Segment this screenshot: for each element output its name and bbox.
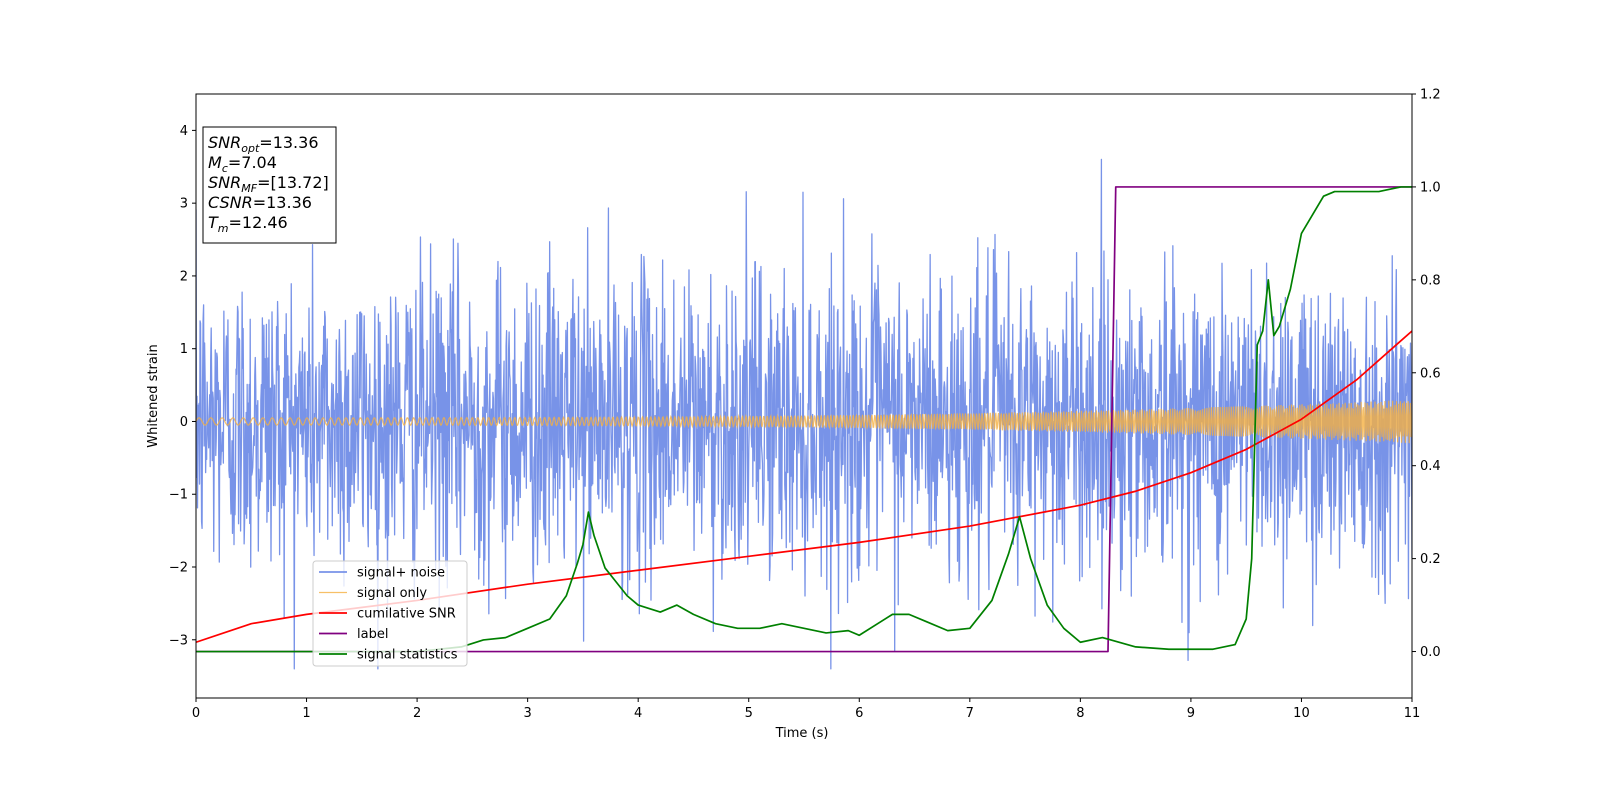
y-axis-label: Whitened strain <box>146 344 161 447</box>
signal-noise-line <box>196 158 1412 670</box>
y-left-tick-label: 3 <box>180 197 188 212</box>
annotation-subscript: m <box>218 222 229 235</box>
annotation-subscript: c <box>222 162 228 175</box>
y-right-tick-label: 0.4 <box>1420 459 1441 474</box>
y-right-tick-label: 0.8 <box>1420 273 1441 288</box>
y-left-tick-label: −3 <box>169 633 188 648</box>
x-tick-label: 10 <box>1293 706 1310 721</box>
legend-label-cumilative-snr: cumilative SNR <box>357 607 456 622</box>
y-left-tick-label: −2 <box>169 561 188 576</box>
annotation-value: =12.46 <box>229 213 288 232</box>
legend-label-signal-statistics: signal statistics <box>357 648 458 663</box>
annotation-box: SNRopt=13.36Mc=7.04SNRMF=[13.72]CSNR=13.… <box>202 126 337 244</box>
y-left-tick-label: 0 <box>180 415 188 430</box>
y-left-tick-label: 1 <box>180 342 188 357</box>
annotation-line: Mc=7.04 <box>208 153 277 175</box>
annotation-value: =13.36 <box>259 133 318 152</box>
x-tick-label: 8 <box>1076 706 1084 721</box>
annotation-subscript: MF <box>241 182 257 195</box>
x-tick-label: 5 <box>745 706 753 721</box>
y-right-tick-label: 0.0 <box>1420 645 1441 660</box>
annotation-line: CSNR=13.36 <box>208 193 312 212</box>
legend-label-signal-noise: signal+ noise <box>357 566 445 581</box>
annotation-subscript: opt <box>241 142 260 155</box>
y-left-tick-label: −1 <box>169 488 188 503</box>
plot-frame <box>195 93 1413 699</box>
y-left-tick-label: 4 <box>180 124 188 139</box>
signal-only-line <box>196 400 1412 444</box>
annotation-frame <box>202 126 337 244</box>
y-right-tick-label: 0.2 <box>1420 552 1441 567</box>
annotation-symbol: T <box>208 213 219 232</box>
y-right-tick-label: 1.0 <box>1420 180 1441 195</box>
y-right-tick-label: 0.6 <box>1420 366 1441 381</box>
x-tick-label: 6 <box>855 706 863 721</box>
annotation-symbol: SNR <box>208 133 241 152</box>
x-tick-label: 3 <box>523 706 531 721</box>
x-tick-label: 1 <box>302 706 310 721</box>
annotation-value: =[13.72] <box>257 173 329 192</box>
annotation-value: =7.04 <box>228 153 277 172</box>
legend-label-signal-only: signal only <box>357 586 427 601</box>
legend: signal+ noise signal only cumilative SNR la… <box>312 560 468 667</box>
signal-statistics-line <box>196 186 1412 653</box>
axes: 0 1 2 3 4 5 6 7 8 9 10 11 −3 −2 −1 0 1 2 3 4 0.0 0.2 0.4 0.6 0.8… <box>169 88 1441 722</box>
annotation-line: SNRopt=13.36 <box>208 133 319 155</box>
x-axis-label: Time (s) <box>775 726 829 741</box>
y-right-tick-label: 1.2 <box>1420 88 1441 103</box>
y-left-tick-label: 2 <box>180 269 188 284</box>
legend-frame <box>312 560 468 667</box>
annotation-line: SNRMF=[13.72] <box>208 173 329 195</box>
x-tick-label: 11 <box>1404 706 1421 721</box>
annotation-value: =13.36 <box>253 193 312 212</box>
x-tick-label: 9 <box>1187 706 1195 721</box>
annotation-symbol: M <box>208 153 222 172</box>
annotation-symbol: SNR <box>208 173 241 192</box>
label-line <box>196 186 1412 653</box>
x-tick-label: 4 <box>634 706 642 721</box>
x-tick-label: 2 <box>413 706 421 721</box>
annotation-line: Tm=12.46 <box>208 213 288 235</box>
x-tick-label: 0 <box>192 706 200 721</box>
annotation-symbol: CSNR <box>208 193 253 212</box>
x-tick-label: 7 <box>966 706 974 721</box>
legend-label-label: label <box>357 627 388 642</box>
